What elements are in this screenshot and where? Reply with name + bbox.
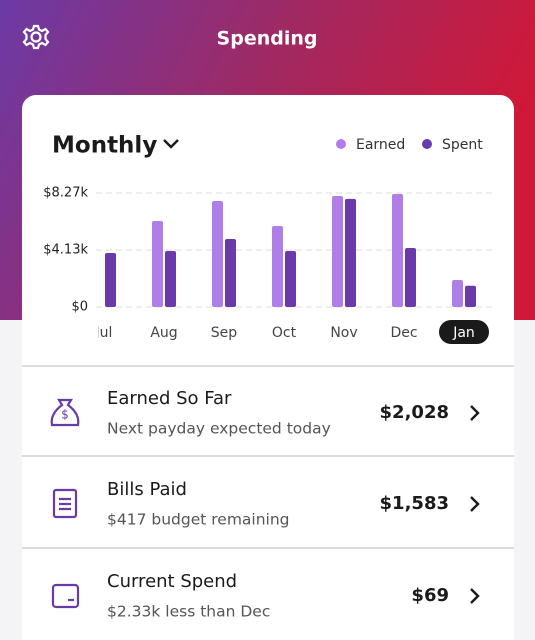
legend-label: Earned — [356, 137, 405, 153]
plot: $0 $4.13k $8.27k Jul Aug Sep Oct Nov Dec Jan — [43, 186, 495, 344]
row-title: Earned So Far — [107, 388, 232, 409]
legend-swatch — [336, 139, 346, 149]
selected-pill — [439, 320, 489, 344]
bars: Jul Aug Sep Oct Nov Dec Jan — [95, 193, 489, 344]
x-tick-label: Sep — [211, 325, 238, 341]
row-subtitle: Next payday expected today — [107, 420, 331, 438]
y-tick-label: $0 — [71, 300, 88, 315]
x-tick-label: Jul — [95, 325, 113, 341]
row-chevron — [470, 405, 480, 421]
row-title: Current Spend — [107, 571, 237, 592]
row-chevron — [470, 496, 480, 512]
row-title: Bills Paid — [107, 479, 187, 500]
legend-label: Spent — [442, 137, 483, 153]
list-bg — [22, 366, 514, 640]
y-tick-label: $4.13k — [43, 243, 88, 258]
row-chevron — [470, 588, 480, 604]
money-bag-icon: $ — [50, 398, 80, 427]
bill-icon — [52, 488, 78, 519]
wallet-icon — [51, 583, 80, 609]
x-tick-label: Dec — [390, 325, 417, 341]
svg-text:$: $ — [61, 408, 69, 422]
legend-swatch — [422, 139, 432, 149]
row-subtitle: $417 budget remaining — [107, 511, 290, 529]
x-tick-label: Oct — [272, 325, 297, 341]
bar — [392, 193, 403, 307]
bar — [465, 285, 476, 307]
bar — [165, 251, 176, 307]
bar — [332, 196, 343, 307]
bar — [272, 225, 283, 307]
x-tick-label: Nov — [330, 325, 357, 341]
bar — [405, 248, 416, 307]
bar — [452, 279, 463, 307]
bar — [225, 239, 236, 307]
period-dropdown[interactable]: Monthly — [52, 133, 157, 159]
bar — [105, 252, 116, 307]
bar — [345, 198, 356, 307]
row-subtitle: $2.33k less than Dec — [107, 603, 270, 621]
row-amount: $1,583 — [380, 493, 449, 514]
chart-card — [22, 95, 514, 385]
dropdown-chevron[interactable] — [163, 139, 179, 149]
row-amount: $69 — [411, 585, 449, 606]
bar — [152, 220, 163, 307]
row-amount: $2,028 — [380, 402, 449, 423]
bar — [212, 200, 223, 307]
bar — [285, 251, 296, 307]
legend: Earned Spent — [336, 137, 483, 153]
x-tick-label: Aug — [150, 325, 177, 341]
x-tick-label: Jan — [452, 325, 475, 341]
header-title: Spending — [217, 28, 318, 50]
settings-icon[interactable] — [22, 24, 50, 50]
summary-list: $ Earned So Far Next payday expected toda… — [22, 365, 514, 640]
y-tick-label: $8.27k — [43, 186, 88, 201]
